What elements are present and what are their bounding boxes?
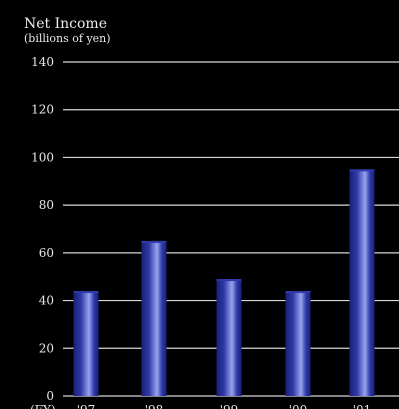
y-tick-label: 60 bbox=[39, 246, 54, 260]
y-tick-label: 120 bbox=[31, 103, 54, 117]
x-tick-label: '99 bbox=[220, 403, 239, 409]
gridlines bbox=[63, 61, 399, 397]
bar-98 bbox=[141, 240, 167, 396]
bar-97 bbox=[73, 291, 99, 396]
x-tick-label: '98 bbox=[145, 403, 164, 409]
chart-title: Net Income bbox=[24, 16, 107, 32]
y-tick-label: 80 bbox=[39, 198, 54, 212]
bar-01 bbox=[349, 169, 375, 396]
bar-cap bbox=[141, 240, 167, 243]
x-tick-label: '01 bbox=[353, 403, 372, 409]
bar-cap bbox=[285, 291, 311, 294]
chart-subtitle: (billions of yen) bbox=[24, 32, 111, 45]
x-axis-ticks: (FY) '97 '98 '99 '00 '01 bbox=[30, 403, 371, 409]
y-axis-ticks: 0 20 40 60 80 100 120 140 bbox=[31, 55, 54, 403]
y-tick-label: 20 bbox=[39, 341, 54, 355]
bar-00 bbox=[285, 291, 311, 396]
bar-cap bbox=[349, 169, 375, 172]
y-tick-label: 40 bbox=[39, 294, 54, 308]
x-tick-label: '97 bbox=[77, 403, 96, 409]
bars bbox=[73, 169, 375, 396]
x-axis-label: (FY) bbox=[30, 403, 56, 409]
y-tick-label: 140 bbox=[31, 55, 54, 69]
bar-cap bbox=[216, 279, 242, 282]
x-tick-label: '00 bbox=[289, 403, 308, 409]
bar-cap bbox=[73, 291, 99, 294]
y-tick-label: 100 bbox=[31, 150, 54, 164]
bar-99 bbox=[216, 279, 242, 396]
y-tick-label: 0 bbox=[46, 389, 54, 403]
